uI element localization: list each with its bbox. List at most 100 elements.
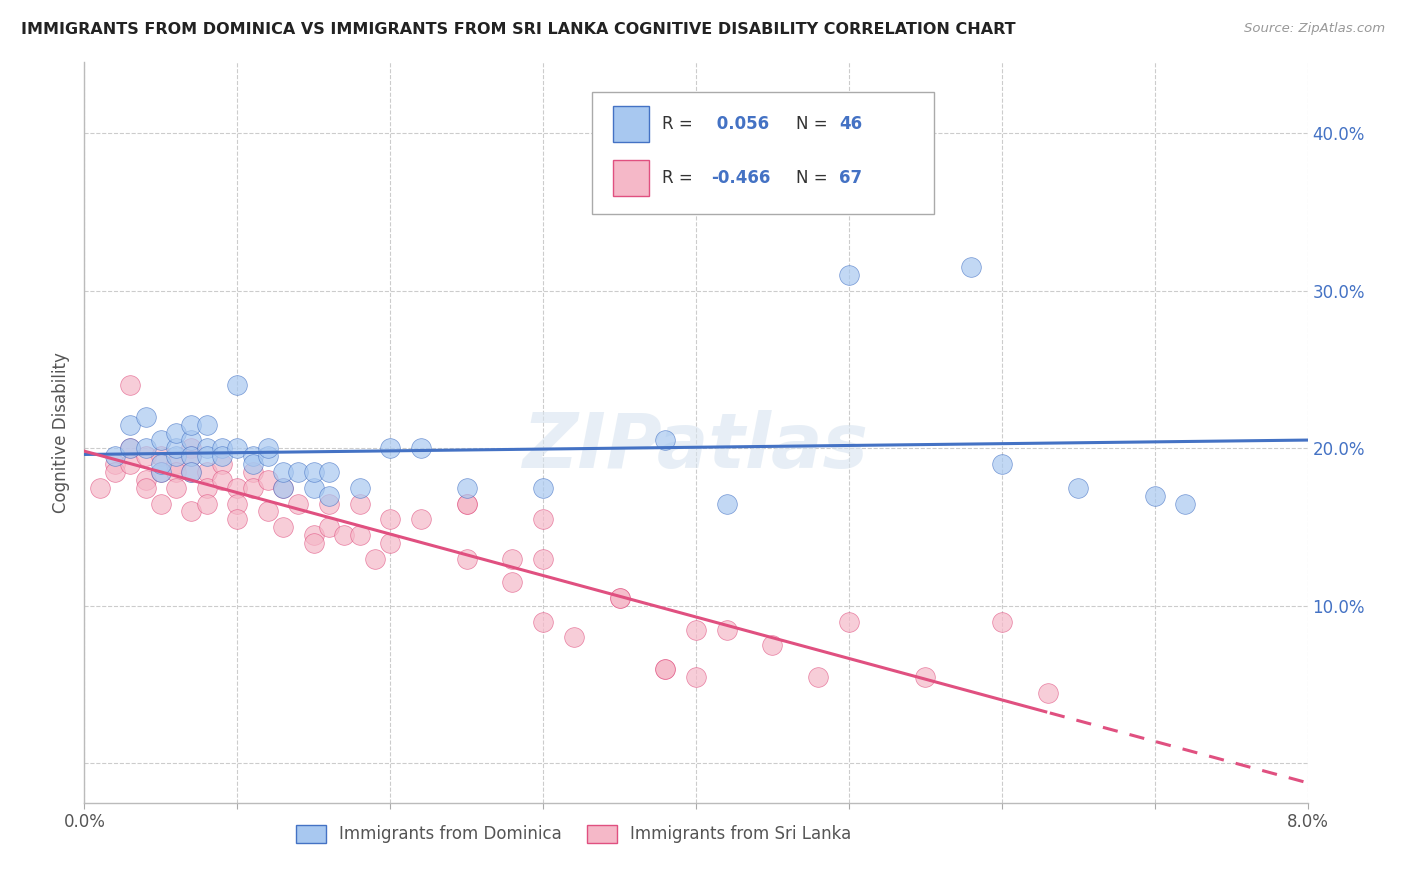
Point xyxy=(349,496,371,510)
Point xyxy=(149,465,172,479)
Point xyxy=(1174,496,1197,510)
Point xyxy=(991,457,1014,471)
Point xyxy=(380,512,402,526)
Point xyxy=(609,591,631,605)
Point xyxy=(226,442,249,456)
Point xyxy=(104,457,127,471)
Text: R =: R = xyxy=(662,169,697,187)
Point xyxy=(195,449,218,463)
Point xyxy=(195,481,218,495)
Y-axis label: Cognitive Disability: Cognitive Disability xyxy=(52,352,70,513)
Point xyxy=(242,465,264,479)
Point xyxy=(318,496,340,510)
Point xyxy=(991,615,1014,629)
Point xyxy=(195,417,218,432)
Point xyxy=(271,520,294,534)
Point xyxy=(654,662,676,676)
Point xyxy=(456,496,478,510)
Point xyxy=(456,551,478,566)
Point xyxy=(960,260,983,275)
Point xyxy=(531,481,554,495)
Point xyxy=(180,449,202,463)
Point xyxy=(318,520,340,534)
Point xyxy=(271,465,294,479)
Point xyxy=(242,449,264,463)
Point xyxy=(562,631,585,645)
Point xyxy=(195,496,218,510)
Point xyxy=(409,442,432,456)
Point xyxy=(502,575,524,590)
Point xyxy=(716,623,738,637)
Point xyxy=(349,481,371,495)
Point xyxy=(242,481,264,495)
Point xyxy=(914,670,936,684)
Point xyxy=(1067,481,1090,495)
Point xyxy=(456,481,478,495)
Point xyxy=(287,496,309,510)
Point xyxy=(211,457,233,471)
Point xyxy=(120,417,142,432)
Point xyxy=(195,442,218,456)
Point xyxy=(1036,685,1059,699)
Text: ZIPatlas: ZIPatlas xyxy=(523,410,869,484)
Point xyxy=(165,457,187,471)
Point xyxy=(180,434,202,448)
Point xyxy=(180,417,202,432)
Point xyxy=(211,473,233,487)
Point xyxy=(135,442,157,456)
Point xyxy=(180,442,202,456)
Point xyxy=(165,425,187,440)
Point xyxy=(242,457,264,471)
Point xyxy=(104,465,127,479)
Point xyxy=(456,496,478,510)
Point xyxy=(685,670,707,684)
Point xyxy=(135,409,157,424)
Point xyxy=(333,528,356,542)
Point xyxy=(165,481,187,495)
Point xyxy=(165,465,187,479)
Text: N =: N = xyxy=(796,169,834,187)
Point xyxy=(685,623,707,637)
Point xyxy=(165,449,187,463)
Point xyxy=(318,489,340,503)
Point xyxy=(149,496,172,510)
Point xyxy=(531,551,554,566)
Point xyxy=(180,465,202,479)
FancyBboxPatch shape xyxy=(592,92,935,214)
Point xyxy=(716,496,738,510)
Point xyxy=(135,473,157,487)
Legend: Immigrants from Dominica, Immigrants from Sri Lanka: Immigrants from Dominica, Immigrants fro… xyxy=(290,818,858,850)
Point xyxy=(318,465,340,479)
Point xyxy=(807,670,830,684)
Point xyxy=(654,662,676,676)
Text: N =: N = xyxy=(796,115,834,133)
Point xyxy=(180,465,202,479)
Point xyxy=(271,481,294,495)
Point xyxy=(287,465,309,479)
Point xyxy=(180,449,202,463)
Point xyxy=(226,378,249,392)
Text: IMMIGRANTS FROM DOMINICA VS IMMIGRANTS FROM SRI LANKA COGNITIVE DISABILITY CORRE: IMMIGRANTS FROM DOMINICA VS IMMIGRANTS F… xyxy=(21,22,1015,37)
Point xyxy=(226,481,249,495)
FancyBboxPatch shape xyxy=(613,161,650,195)
Text: 46: 46 xyxy=(839,115,862,133)
Point xyxy=(149,457,172,471)
Point xyxy=(257,473,280,487)
Point xyxy=(380,536,402,550)
Point xyxy=(135,481,157,495)
Point xyxy=(135,449,157,463)
Point xyxy=(120,457,142,471)
Point xyxy=(364,551,387,566)
Text: -0.466: -0.466 xyxy=(710,169,770,187)
Text: 0.056: 0.056 xyxy=(710,115,769,133)
Point xyxy=(302,536,325,550)
Point xyxy=(226,496,249,510)
Point xyxy=(1143,489,1166,503)
Point xyxy=(89,481,111,495)
Text: 67: 67 xyxy=(839,169,862,187)
Point xyxy=(609,591,631,605)
Point xyxy=(211,442,233,456)
Point xyxy=(349,528,371,542)
Point xyxy=(120,378,142,392)
Point xyxy=(380,442,402,456)
